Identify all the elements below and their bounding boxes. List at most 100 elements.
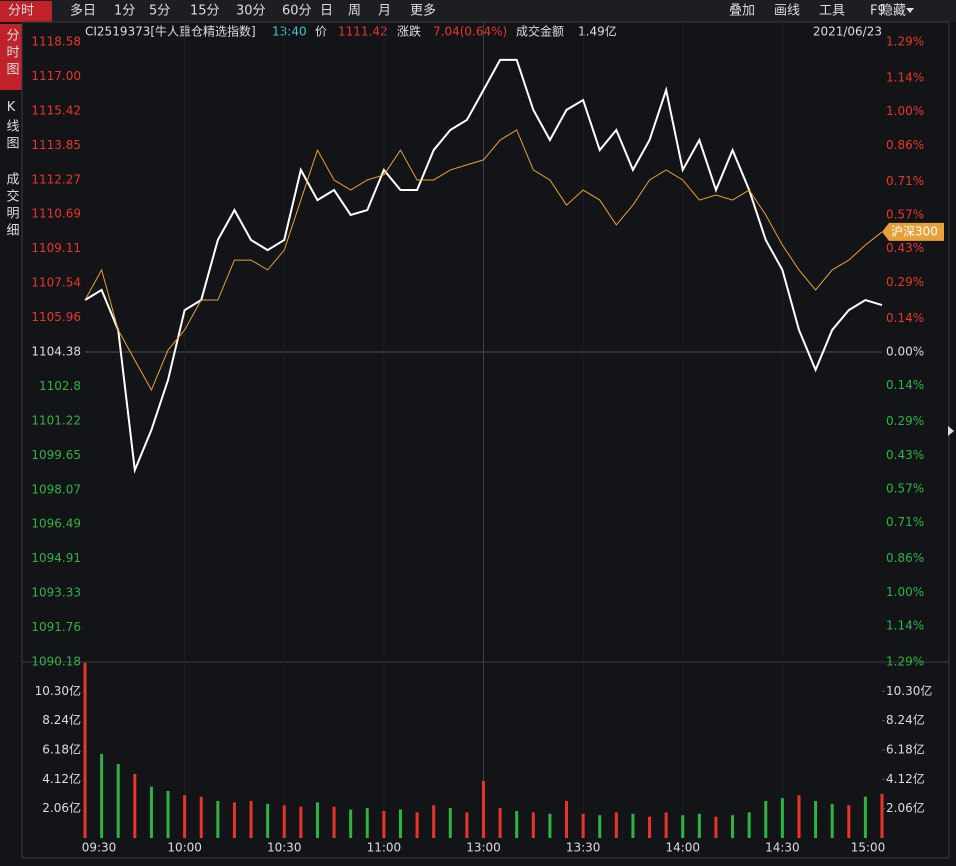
y2-tick-label: 1.29%	[886, 35, 924, 49]
volume-bar	[797, 795, 801, 838]
volume-bar	[863, 796, 867, 838]
volume-bar	[581, 813, 585, 838]
volume-bar	[365, 808, 369, 838]
x-tick-label: 10:00	[167, 841, 202, 855]
volume-bar	[664, 812, 668, 838]
y2-tick-label: 0.71%	[886, 515, 924, 529]
volume-bar	[880, 793, 884, 838]
y2-tick-label: 0.71%	[886, 174, 924, 188]
volume-bar	[847, 805, 851, 838]
tab[interactable]: 周	[348, 4, 361, 19]
tab[interactable]: 日	[320, 4, 333, 19]
tool[interactable]: F9	[870, 4, 886, 19]
price-line	[84, 129, 883, 392]
y2-tick-label: 1.00%	[886, 585, 924, 599]
y-tick-label: 1107.54	[31, 276, 81, 290]
y-tick-label: 1093.33	[31, 586, 81, 600]
tab[interactable]: 1分	[114, 4, 135, 19]
y-tick-label: 1109.11	[31, 241, 81, 255]
volume-bar	[199, 796, 203, 838]
info-date: 2021/06/23	[813, 25, 882, 39]
volume-bar	[814, 800, 818, 838]
volume-tick-label: 8.24亿	[42, 712, 81, 727]
volume-bar	[648, 816, 652, 838]
toolbar	[0, 0, 956, 22]
volume-bar	[332, 806, 336, 838]
volume-bar	[465, 812, 469, 838]
volume-bar	[415, 812, 419, 838]
volume-bar	[249, 800, 253, 838]
tab[interactable]: 60分	[282, 4, 312, 19]
y-tick-label: 1105.96	[31, 310, 81, 324]
legend-tag	[882, 222, 944, 241]
info-name: CI2519373[牛人重仓精选指数]	[85, 24, 256, 39]
y2-tick-label: 1.29%	[886, 655, 924, 669]
expand-arrow[interactable]	[948, 426, 954, 436]
x-tick-label: 13:30	[566, 841, 601, 855]
side-tab[interactable]: K线图	[4, 100, 20, 153]
hide-caret[interactable]	[906, 8, 914, 13]
volume-bar	[133, 773, 137, 838]
volume-bar	[531, 812, 535, 838]
volume-bar	[548, 813, 552, 838]
tab[interactable]: 5分	[149, 4, 170, 19]
side-tab[interactable]: 成交明细	[4, 172, 20, 240]
volume-bar	[631, 813, 635, 838]
tab[interactable]: 月	[378, 4, 391, 19]
volume-tick-label: 2.06亿	[42, 800, 81, 815]
y2-tick-label: 1.14%	[886, 71, 924, 85]
volume-bar	[100, 753, 104, 838]
y-tick-label: 1090.18	[31, 655, 81, 669]
volume-bar	[598, 815, 602, 838]
tab[interactable]: 30分	[236, 4, 266, 19]
y-tick-label: 1115.42	[31, 103, 81, 117]
y2-tick-label: 0.29%	[886, 414, 924, 428]
volume-bar	[116, 763, 120, 838]
x-tick-label: 10:30	[267, 841, 302, 855]
tab[interactable]: 多日	[70, 3, 96, 19]
volume-bar	[349, 809, 353, 838]
volume-bar	[830, 803, 834, 838]
x-tick-label: 11:00	[367, 841, 402, 855]
volume-tick-label: 10.30亿	[35, 683, 81, 698]
volume-bar	[266, 803, 270, 838]
volume-bar	[432, 805, 436, 838]
y2-tick-label: 0.43%	[886, 448, 924, 462]
y2-tick-label: 0.57%	[886, 208, 924, 222]
info-price-label: 价	[315, 25, 327, 39]
y-tick-label: 1096.49	[31, 517, 81, 531]
y2-tick-label: 0.86%	[886, 551, 924, 565]
side-tab[interactable]: 分时图	[4, 28, 20, 79]
active-tab	[0, 1, 52, 22]
volume-tick-label: 4.12亿	[42, 771, 81, 786]
volume-bar	[398, 809, 402, 838]
y-tick-label: 1102.8	[39, 379, 81, 393]
volume-bar	[83, 662, 87, 838]
tool[interactable]: 叠加	[729, 4, 755, 19]
tab[interactable]: 15分	[190, 4, 220, 19]
y-tick-label: 1099.65	[31, 448, 81, 462]
y-tick-label: 1104.38	[31, 345, 81, 359]
volume-bar	[681, 815, 685, 838]
info-price: 1111.42	[338, 25, 388, 39]
tab[interactable]: 更多	[410, 3, 436, 19]
y2-tick-label: 0.86%	[886, 138, 924, 152]
tab[interactable]: 分时	[8, 4, 34, 19]
tool[interactable]: 隐藏	[880, 4, 906, 19]
x-tick-label: 09:30	[82, 841, 117, 855]
volume-tick-label: 2.06亿	[886, 800, 925, 815]
volume-bar	[747, 812, 751, 838]
y-tick-label: 1112.27	[31, 172, 81, 186]
volume-bar	[498, 808, 502, 838]
x-tick-label: 13:00	[466, 841, 501, 855]
volume-bar	[166, 791, 170, 838]
volume-bar	[515, 810, 519, 838]
volume-bar	[282, 805, 286, 838]
tool[interactable]: 画线	[774, 4, 800, 19]
tool[interactable]: 工具	[819, 4, 845, 19]
volume-bar	[764, 800, 768, 838]
y-tick-label: 1094.91	[31, 551, 81, 565]
